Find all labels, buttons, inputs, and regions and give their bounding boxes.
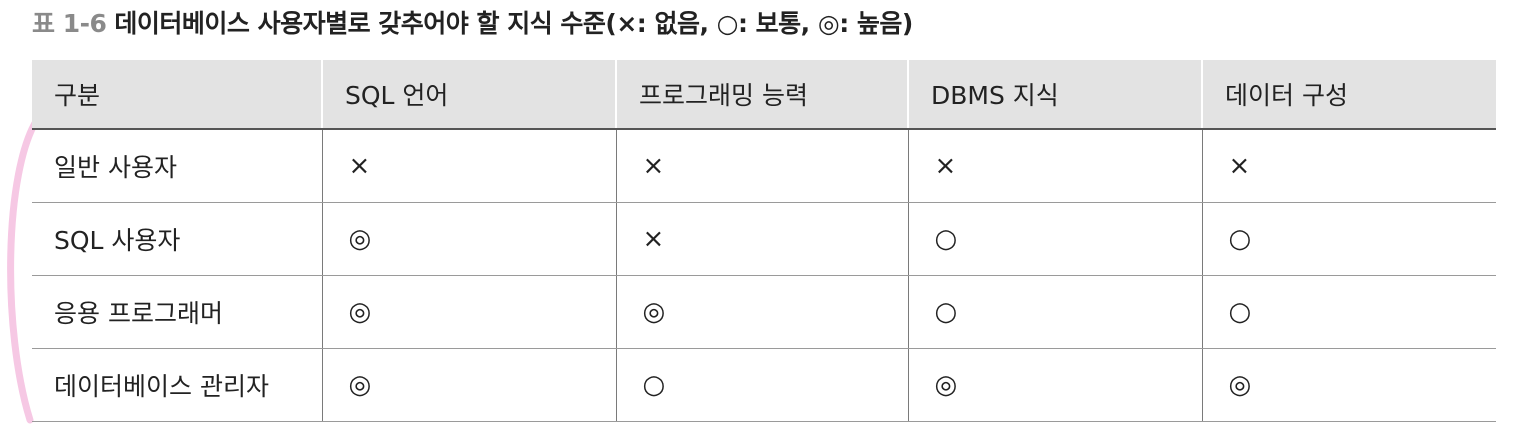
table-header-row: 구분 SQL 언어 프로그래밍 능력 DBMS 지식 데이터 구성 [32, 60, 1496, 130]
knowledge-level-cell: × [615, 129, 908, 203]
knowledge-level-cell: × [1201, 129, 1496, 203]
column-header-dbms-knowledge: DBMS 지식 [907, 60, 1202, 130]
table-caption: 표 1-6 데이터베이스 사용자별로 갖추어야 할 지식 수준(×: 없음, ○:… [32, 6, 913, 42]
knowledge-level-cell: ◎ [1201, 348, 1496, 422]
knowledge-level-cell: ◎ [615, 275, 908, 349]
knowledge-level-table: 구분 SQL 언어 프로그래밍 능력 DBMS 지식 데이터 구성 일반 사용자… [32, 60, 1496, 422]
knowledge-level-cell: ◎ [321, 275, 616, 349]
table-row: SQL 사용자 ◎ × ○ ○ [32, 202, 1496, 276]
row-label: 데이터베이스 관리자 [32, 348, 322, 422]
knowledge-level-cell: ○ [615, 348, 908, 422]
knowledge-level-cell: ◎ [321, 348, 616, 422]
column-header-data-structure: 데이터 구성 [1201, 60, 1496, 130]
table-number: 표 1-6 [32, 9, 107, 38]
knowledge-level-cell: × [615, 202, 908, 276]
column-header-category: 구분 [32, 60, 322, 130]
knowledge-level-cell: × [321, 129, 616, 203]
row-label: 일반 사용자 [32, 129, 322, 203]
column-header-programming-ability: 프로그래밍 능력 [615, 60, 908, 130]
table-title: 데이터베이스 사용자별로 갖추어야 할 지식 수준(×: 없음, ○: 보통, … [114, 9, 913, 38]
knowledge-level-cell: ◎ [907, 348, 1202, 422]
knowledge-level-cell: ○ [1201, 202, 1496, 276]
knowledge-level-cell: ○ [907, 275, 1202, 349]
table-row: 일반 사용자 × × × × [32, 129, 1496, 203]
knowledge-level-cell: ◎ [321, 202, 616, 276]
knowledge-level-cell: ○ [1201, 275, 1496, 349]
knowledge-level-cell: ○ [907, 202, 1202, 276]
row-label: 응용 프로그래머 [32, 275, 322, 349]
decorative-arc [7, 114, 42, 424]
table-row: 데이터베이스 관리자 ◎ ○ ◎ ◎ [32, 348, 1496, 422]
knowledge-level-cell: × [907, 129, 1202, 203]
column-header-sql-language: SQL 언어 [321, 60, 616, 130]
row-label: SQL 사용자 [32, 202, 322, 276]
table-row: 응용 프로그래머 ◎ ◎ ○ ○ [32, 275, 1496, 349]
